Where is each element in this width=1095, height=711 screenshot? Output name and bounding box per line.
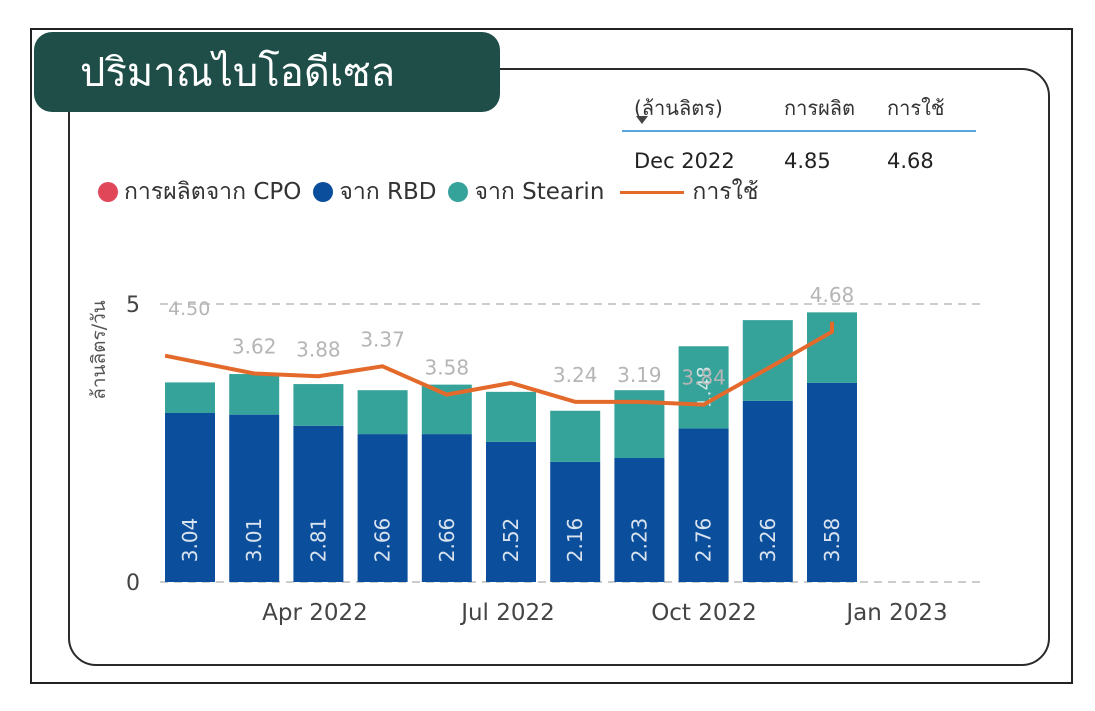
x-tick-label: Jul 2022 bbox=[459, 600, 555, 626]
bar-rbd bbox=[293, 425, 344, 582]
bar-rbd bbox=[550, 461, 601, 582]
bar-label-stearin: 1.48 bbox=[694, 366, 716, 408]
legend-line-usage bbox=[620, 190, 685, 194]
page-title: ปริมาณไบโอดีเซล bbox=[34, 32, 500, 112]
usage-data-label: 3.19 bbox=[617, 363, 662, 387]
legend-dot-cpo bbox=[98, 182, 118, 202]
summary-cell-usage: 4.68 bbox=[887, 149, 934, 173]
usage-data-label: 3.24 bbox=[553, 363, 598, 387]
bar-label-rbd: 2.81 bbox=[306, 518, 330, 563]
bar-label-rbd: 3.01 bbox=[242, 518, 266, 563]
outer-frame bbox=[30, 28, 1073, 684]
legend-label-usage: การใช้ bbox=[692, 179, 759, 205]
summary-cell-production: 4.85 bbox=[784, 149, 831, 173]
bar-stearin bbox=[229, 374, 280, 415]
bar-rbd bbox=[229, 414, 280, 582]
legend-label-cpo: การผลิตจาก CPO bbox=[124, 179, 302, 205]
bar-label-rbd: 2.16 bbox=[563, 518, 587, 563]
usage-data-label: 3.62 bbox=[232, 335, 277, 359]
legend-item-usage[interactable]: การใช้ bbox=[616, 174, 758, 210]
bar-rbd bbox=[486, 441, 536, 582]
y-axis-label: ล้านลิตร/วัน bbox=[88, 300, 110, 400]
bar-rbd bbox=[165, 412, 215, 582]
summary-header-unit[interactable]: (ล้านลิตร) bbox=[634, 96, 723, 120]
bar-stearin bbox=[550, 410, 601, 462]
x-tick-label: Oct 2022 bbox=[651, 600, 757, 626]
summary-header-row: (ล้านลิตร) การผลิต การใช้ bbox=[622, 86, 976, 132]
bar-label-rbd: 2.23 bbox=[627, 518, 651, 563]
bar-label-rbd: 2.52 bbox=[499, 518, 523, 563]
legend-dot-rbd bbox=[313, 182, 334, 202]
usage-data-label: 3.84 bbox=[681, 366, 726, 390]
summary-data-row: Dec 2022 4.85 4.68 bbox=[622, 132, 976, 190]
legend-item-stearin[interactable]: จาก Stearin bbox=[448, 174, 604, 210]
bar-stearin bbox=[678, 346, 729, 429]
bar-label-rbd: 2.66 bbox=[371, 518, 395, 563]
usage-line bbox=[164, 321, 834, 407]
bar-label-rbd: 3.58 bbox=[820, 518, 844, 563]
chart-legend: การผลิตจาก CPO จาก RBD จาก Stearin การใช… bbox=[98, 174, 770, 210]
y-tick-label: 0 bbox=[126, 571, 140, 596]
usage-data-label: 3.37 bbox=[360, 327, 405, 351]
bar-stearin bbox=[357, 390, 408, 435]
bar-stearin bbox=[165, 382, 215, 413]
bar-rbd bbox=[807, 382, 857, 582]
bar-rbd bbox=[614, 458, 665, 582]
summary-header-usage[interactable]: การใช้ bbox=[887, 96, 945, 120]
bar-label-rbd: 3.04 bbox=[178, 518, 202, 563]
legend-label-rbd: จาก RBD bbox=[339, 179, 437, 205]
bar-rbd bbox=[357, 434, 408, 582]
bar-rbd bbox=[742, 400, 793, 582]
bar-rbd bbox=[678, 428, 729, 582]
summary-cell-month: Dec 2022 bbox=[634, 149, 735, 173]
legend-item-rbd[interactable]: จาก RBD bbox=[313, 174, 436, 210]
bar-label-rbd: 2.66 bbox=[435, 518, 459, 563]
legend-item-cpo[interactable]: การผลิตจาก CPO bbox=[98, 174, 301, 210]
usage-data-label: 3.58 bbox=[425, 356, 470, 380]
bar-stearin bbox=[486, 391, 536, 442]
reference-line-label: 4.50 bbox=[168, 298, 210, 320]
summary-table: (ล้านลิตร) การผลิต การใช้ Dec 2022 4.85 … bbox=[622, 86, 976, 190]
legend-dot-stearin bbox=[448, 182, 469, 202]
legend-label-stearin: จาก Stearin bbox=[474, 179, 605, 205]
bar-label-rbd: 3.26 bbox=[756, 518, 780, 563]
y-tick-label: 5 bbox=[126, 293, 140, 318]
summary-header-production[interactable]: การผลิต bbox=[784, 96, 856, 120]
bar-stearin bbox=[293, 384, 344, 426]
bar-rbd bbox=[421, 434, 472, 582]
bar-label-rbd: 2.76 bbox=[692, 518, 716, 563]
sort-desc-icon[interactable] bbox=[636, 116, 648, 124]
x-tick-label: Apr 2022 bbox=[262, 600, 368, 626]
usage-data-label: 4.68 bbox=[810, 283, 855, 307]
title-text: ปริมาณไบโอดีเซล bbox=[80, 50, 396, 96]
usage-data-label: 3.88 bbox=[296, 337, 341, 361]
x-tick-label: Jan 2023 bbox=[844, 600, 947, 626]
